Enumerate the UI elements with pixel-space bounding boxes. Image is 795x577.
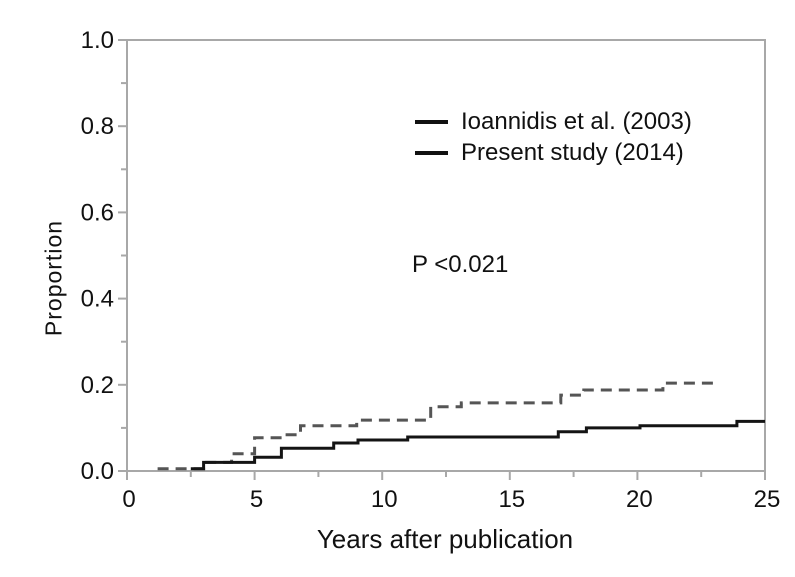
legend-item: Present study (2014) [415, 138, 692, 168]
y-tick-label: 0.8 [81, 113, 114, 140]
x-tick-label: 10 [371, 486, 398, 513]
y-tick-label: 0.0 [81, 458, 114, 485]
legend: Ioannidis et al. (2003) Present study (2… [415, 107, 692, 168]
p-value-annotation: P <0.021 [412, 251, 509, 278]
legend-line-swatch-dashed-series [415, 120, 448, 124]
x-axis-title: Years after publication [316, 524, 574, 554]
x-tick-label: 15 [498, 486, 525, 513]
x-tick-label: 5 [250, 486, 263, 513]
y-axis-title: Proportion [40, 219, 67, 337]
legend-line-swatch-solid-series [415, 151, 448, 155]
y-tick-label: 0.2 [81, 372, 114, 399]
y-tick-label: 0.4 [81, 286, 114, 313]
series-curve-solid [190, 419, 765, 471]
y-tick-label: 0.6 [81, 199, 114, 226]
x-tick-label: 25 [754, 486, 781, 513]
legend-label: Ioannidis et al. (2003) [461, 108, 692, 135]
x-tick-label: 0 [122, 486, 135, 513]
x-tick-label: 20 [626, 486, 653, 513]
y-tick-label: 1.0 [81, 27, 114, 54]
series-curve-dashed [157, 381, 714, 471]
legend-label: Present study (2014) [461, 139, 684, 166]
legend-item: Ioannidis et al. (2003) [415, 107, 692, 137]
